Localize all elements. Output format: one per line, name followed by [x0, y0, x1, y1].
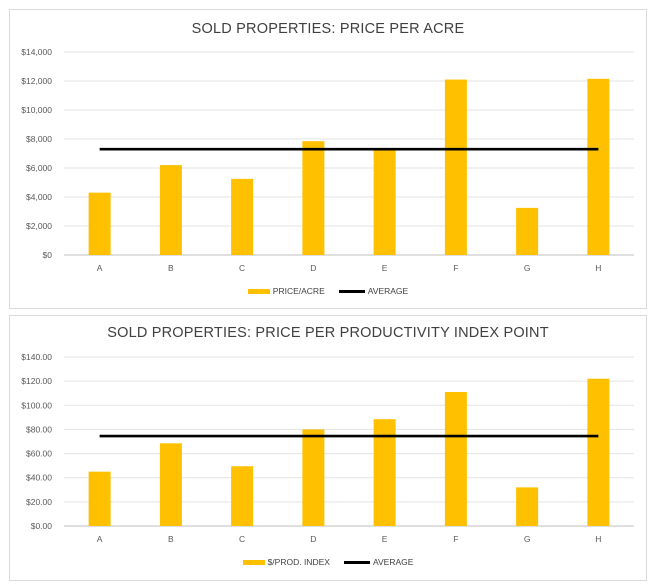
- y-tick-label: $120.00: [21, 376, 52, 386]
- legend-swatch-line: [343, 560, 370, 564]
- x-tick-label: H: [595, 534, 601, 544]
- y-tick-label: $4,000: [26, 192, 52, 202]
- chart-title: SOLD PROPERTIES: PRICE PER PRODUCTIVITY …: [107, 325, 549, 341]
- y-tick-label: $0: [43, 250, 53, 260]
- chart-title: SOLD PROPERTIES: PRICE PER ACRE: [191, 21, 465, 37]
- bar: [231, 466, 254, 526]
- x-tick-label: B: [168, 263, 174, 273]
- legend-entry-bar: $/PROD. INDEX: [242, 557, 330, 567]
- legend-entry-bar: PRICE/ACRE: [247, 286, 325, 296]
- price-per-productivity-index-plot: $0.00 $20.00 $40.00 $60.00 $80.00 $100.00 $120…: [21, 352, 634, 544]
- y-tick-label: $20.00: [26, 497, 52, 507]
- y-tick-label: $80.00: [26, 424, 52, 434]
- x-tick-label: C: [239, 534, 245, 544]
- bar: [516, 487, 539, 526]
- price-per-acre-chart: SOLD PROPERTIES: PRICE PER ACRE $0 $2,000…: [9, 9, 647, 309]
- x-tick-label: C: [239, 263, 245, 273]
- x-tick-label: G: [524, 534, 531, 544]
- bar: [88, 471, 111, 526]
- legend: PRICE/ACRE AVERAGE: [10, 286, 646, 296]
- y-tick-label: $6,000: [26, 163, 52, 173]
- y-tick-label: $10,000: [21, 105, 52, 115]
- x-tick-label: E: [382, 263, 388, 273]
- price-per-productivity-index-chart: SOLD PROPERTIES: PRICE PER PRODUCTIVITY …: [9, 315, 647, 581]
- y-tick-label: $140.00: [21, 352, 52, 362]
- legend-label: PRICE/ACRE: [272, 286, 325, 296]
- x-tick-label: A: [97, 534, 103, 544]
- x-tick-label: D: [310, 263, 316, 273]
- x-tick-label: G: [524, 263, 531, 273]
- bar: [516, 207, 539, 255]
- y-tick-label: $0.00: [31, 521, 53, 531]
- legend-swatch-bar: [247, 288, 270, 294]
- price-per-acre-plot: $0 $2,000 $4,000 $6,000 $8,000 $10,000 $12,000…: [21, 47, 634, 273]
- legend-entry-line: AVERAGE: [338, 286, 409, 296]
- legend-label: AVERAGE: [372, 557, 414, 567]
- legend-swatch-bar: [242, 559, 265, 565]
- y-tick-label: $2,000: [26, 221, 52, 231]
- x-tick-label: D: [310, 534, 316, 544]
- y-tick-label: $12,000: [21, 76, 52, 86]
- legend-entry-line: AVERAGE: [343, 557, 414, 567]
- legend-label: AVERAGE: [367, 286, 409, 296]
- x-tick-label: H: [595, 263, 601, 273]
- bar: [373, 149, 396, 255]
- x-tick-label: B: [168, 534, 174, 544]
- y-tick-label: $40.00: [26, 473, 52, 483]
- x-tick-label: F: [453, 263, 458, 273]
- y-tick-label: $14,000: [21, 47, 52, 57]
- x-tick-label: A: [97, 263, 103, 273]
- y-tick-label: $100.00: [21, 400, 52, 410]
- bar: [302, 141, 325, 255]
- bar: [88, 192, 111, 255]
- bar: [302, 429, 325, 526]
- bar: [373, 419, 396, 526]
- bar: [444, 79, 467, 255]
- bar: [587, 378, 610, 526]
- bar: [444, 392, 467, 526]
- x-tick-label: E: [382, 534, 388, 544]
- legend-label: $/PROD. INDEX: [267, 557, 330, 567]
- legend-swatch-line: [338, 289, 365, 293]
- y-tick-label: $60.00: [26, 449, 52, 459]
- bar: [231, 178, 254, 255]
- legend: $/PROD. INDEX AVERAGE: [10, 557, 646, 567]
- y-tick-label: $8,000: [26, 134, 52, 144]
- bar: [159, 165, 182, 255]
- x-tick-label: F: [453, 534, 458, 544]
- bar: [159, 443, 182, 526]
- bar: [587, 78, 610, 255]
